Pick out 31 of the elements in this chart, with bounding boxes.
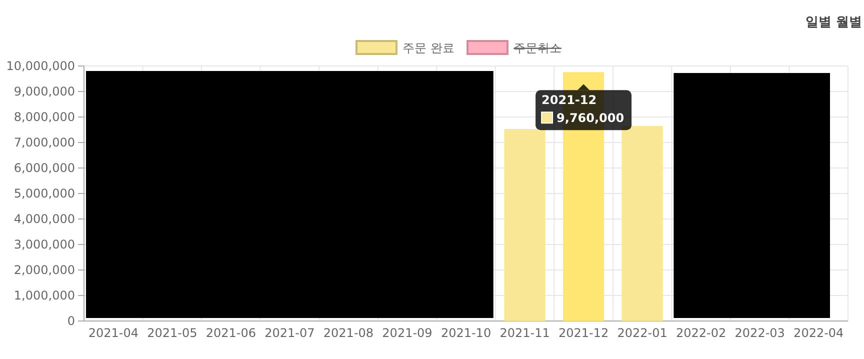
x-tick-label: 2021-05 [147,326,198,340]
text: 일별 월별 [805,15,862,30]
y-tick-label: 1,000,000 [14,288,75,302]
x-tick-label: 2021-11 [500,326,550,340]
x-tick-label: 2021-08 [323,326,374,340]
bar [622,126,663,321]
y-tick-label: 8,000,000 [14,110,75,124]
y-tick-label: 6,000,000 [14,160,75,175]
x-tick-label: 2022-01 [617,326,668,340]
y-tick-label: 3,000,000 [14,237,75,252]
x-tick-label: 2022-04 [794,326,844,340]
y-tick-label: 7,000,000 [14,135,75,150]
legend-label: 주문 완료 [402,41,454,55]
y-tick-label: 9,000,000 [14,84,75,98]
x-tick-label: 2021-07 [264,326,315,340]
x-tick-label: 2022-03 [734,326,785,340]
annotation: 2021-12 [542,93,597,108]
annotation: 9,760,000 [556,111,624,126]
y-tick-label: 5,000,000 [14,186,75,200]
x-tick-label: 2021-12 [558,326,609,340]
x-tick-label: 2021-10 [440,326,492,340]
bar [504,128,546,321]
x-tick-label: 2022-02 [676,326,726,340]
x-tick-label: 2021-09 [382,326,432,340]
x-tick-label: 2021-06 [206,326,256,340]
y-tick-label: 4,000,000 [14,212,75,226]
x-tick-label: 2021-04 [88,326,138,340]
y-tick-label: 2,000,000 [14,262,75,277]
legend-label: 주문취소 [514,41,562,55]
y-tick-label: 10,000,000 [6,58,75,73]
y-tick-label: 0 [67,314,75,328]
